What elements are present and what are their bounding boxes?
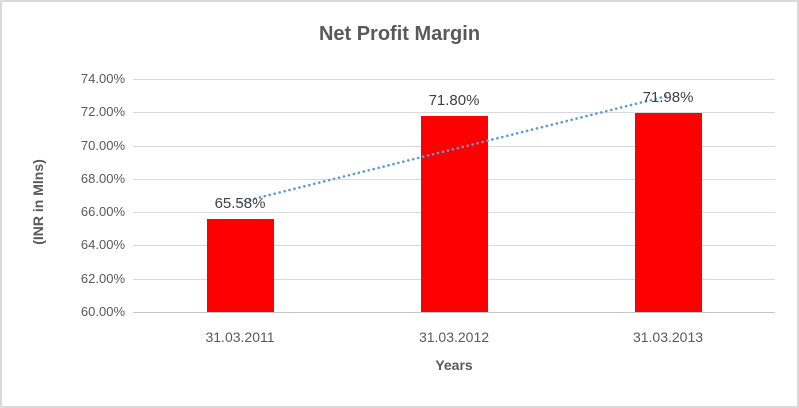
gridline	[133, 112, 775, 114]
plot-area: 74.00% 72.00% 70.00% 68.00% 66.00% 64.00% 62.0…	[81, 71, 775, 319]
y-tick-label: 68.00%	[80, 170, 125, 186]
x-axis-title: Years	[435, 357, 473, 373]
x-axis-ticks: 31.03.2011 31.03.2012 31.03.2013	[133, 329, 775, 347]
y-tick-label: 64.00%	[80, 237, 125, 253]
y-tick-label: 74.00%	[80, 71, 125, 86]
bar-data-label: 65.58%	[214, 195, 266, 213]
trendline	[238, 94, 670, 204]
y-tick-label: 60.00%	[80, 304, 125, 319]
x-tick-label: 31.03.2011	[205, 329, 275, 345]
y-tick-label: 62.00%	[80, 270, 125, 286]
bar[interactable]	[420, 115, 488, 312]
bar[interactable]	[206, 219, 274, 312]
bar[interactable]	[634, 112, 702, 312]
gridline	[133, 79, 775, 80]
gridline	[133, 312, 775, 313]
bar-data-label: 71.98%	[642, 88, 694, 106]
chart-title: Net Profit Margin	[318, 23, 481, 45]
x-tick-label: 31.03.2012	[418, 329, 490, 345]
x-tick-label: 31.03.2013	[632, 329, 704, 345]
y-tick-label: 66.00%	[80, 204, 125, 220]
y-tick-label: 72.00%	[80, 104, 125, 120]
bar-data-label: 71.80%	[428, 91, 480, 109]
y-tick-label: 70.00%	[80, 137, 125, 153]
